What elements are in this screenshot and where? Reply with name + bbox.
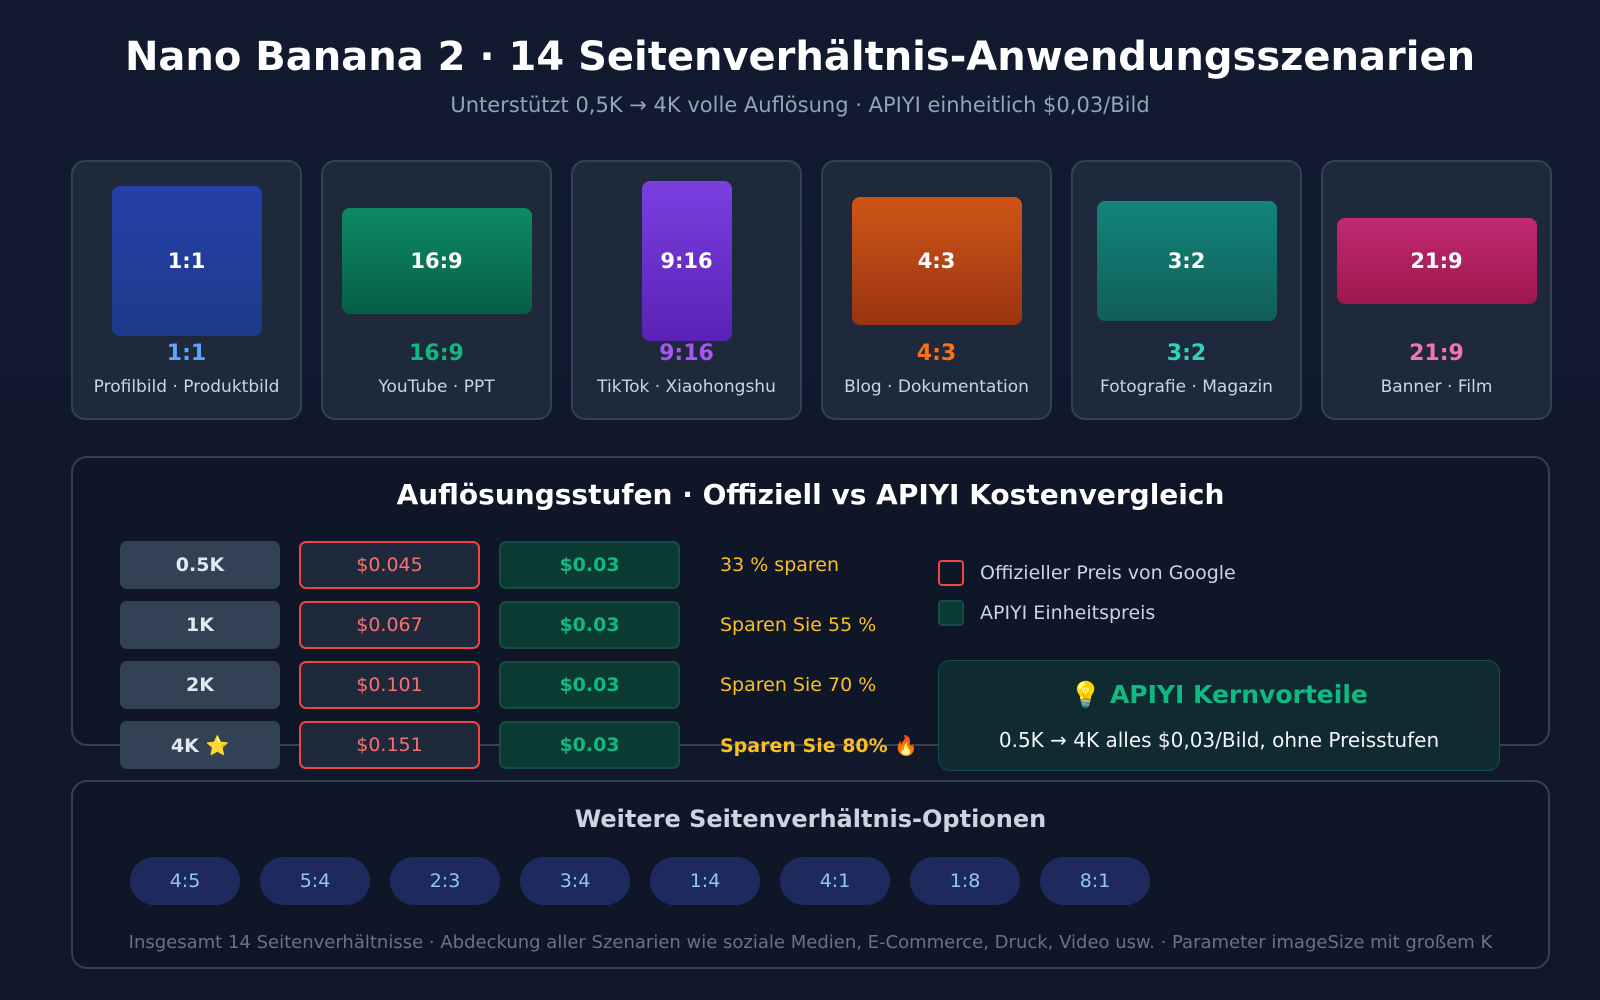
official-price: $0.101 xyxy=(299,661,480,709)
ratio-card: 4:3 4:3 Blog · Dokumentation xyxy=(821,160,1052,420)
legend-label: Offizieller Preis von Google xyxy=(980,562,1236,584)
advantage-text: 0.5K → 4K alles $0,03/Bild, ohne Preisst… xyxy=(998,728,1440,752)
tier-label: 0.5K xyxy=(120,541,280,589)
saving-text: Sparen Sie 55 % xyxy=(720,614,877,636)
pricing-title: Auflösungsstufen · Offiziell vs APIYI Ko… xyxy=(396,477,1225,511)
ratio-card: 9:16 9:16 TikTok · Xiaohongshu xyxy=(571,160,802,420)
ratio-name: 21:9 xyxy=(1409,340,1464,366)
tier-label: 2K xyxy=(120,661,280,709)
apiyi-price: $0.03 xyxy=(499,661,680,709)
legend-swatch xyxy=(938,600,964,626)
ratio-card: 21:9 21:9 Banner · Film xyxy=(1321,160,1552,420)
tier-label: 4K ⭐ xyxy=(120,721,280,769)
ratio-card: 3:2 3:2 Fotografie · Magazin xyxy=(1071,160,1302,420)
ratio-name: 4:3 xyxy=(916,340,957,366)
official-price: $0.067 xyxy=(299,601,480,649)
ratio-use: Blog · Dokumentation xyxy=(844,377,1029,397)
more-title: Weitere Seitenverhältnis-Optionen xyxy=(574,805,1047,833)
ratio-use: Profilbild · Produktbild xyxy=(93,377,280,397)
advantage-title: 💡 APIYI Kernvorteile xyxy=(1070,680,1368,709)
ratio-option: 3:4 xyxy=(520,857,630,905)
footer-note: Insgesamt 14 Seitenverhältnisse · Abdeck… xyxy=(128,931,1493,953)
title: Nano Banana 2 · 14 Seitenverhältnis-Anwe… xyxy=(124,34,1476,80)
apiyi-price: $0.03 xyxy=(499,721,680,769)
ratio-name: 1:1 xyxy=(166,340,207,366)
ratio-name: 16:9 xyxy=(409,340,464,366)
ratio-preview: 3:2 xyxy=(1096,201,1277,321)
legend-label: APIYI Einheitspreis xyxy=(980,602,1156,624)
saving-text: 33 % sparen xyxy=(720,554,840,576)
official-price: $0.151 xyxy=(299,721,480,769)
legend-swatch xyxy=(938,560,964,586)
ratio-preview: 16:9 xyxy=(341,208,532,314)
ratio-use: TikTok · Xiaohongshu xyxy=(597,377,776,397)
ratio-use: Banner · Film xyxy=(1380,377,1493,397)
ratio-preview: 21:9 xyxy=(1336,218,1537,304)
ratio-option: 4:1 xyxy=(780,857,890,905)
ratio-card: 16:9 16:9 YouTube · PPT xyxy=(321,160,552,420)
advantage-box xyxy=(938,660,1500,771)
saving-text: Sparen Sie 80% 🔥 xyxy=(720,734,918,757)
ratio-preview: 9:16 xyxy=(641,181,732,341)
apiyi-price: $0.03 xyxy=(499,601,680,649)
ratio-option: 5:4 xyxy=(260,857,370,905)
ratio-name: 3:2 xyxy=(1166,340,1207,366)
ratio-card: 1:1 1:1 Profilbild · Produktbild xyxy=(71,160,302,420)
saving-text: Sparen Sie 70 % xyxy=(720,674,877,696)
ratio-option: 1:4 xyxy=(650,857,760,905)
ratio-name: 9:16 xyxy=(659,340,714,366)
official-price: $0.045 xyxy=(299,541,480,589)
ratio-option: 2:3 xyxy=(390,857,500,905)
ratio-option: 4:5 xyxy=(130,857,240,905)
ratio-preview: 1:1 xyxy=(111,186,262,336)
apiyi-price: $0.03 xyxy=(499,541,680,589)
subtitle: Unterstützt 0,5K → 4K volle Auflösung · … xyxy=(450,93,1150,117)
ratio-preview: 4:3 xyxy=(851,197,1022,325)
tier-label: 1K xyxy=(120,601,280,649)
ratio-option: 1:8 xyxy=(910,857,1020,905)
ratio-option: 8:1 xyxy=(1040,857,1150,905)
ratio-use: YouTube · PPT xyxy=(378,377,495,397)
ratio-use: Fotografie · Magazin xyxy=(1100,377,1273,397)
